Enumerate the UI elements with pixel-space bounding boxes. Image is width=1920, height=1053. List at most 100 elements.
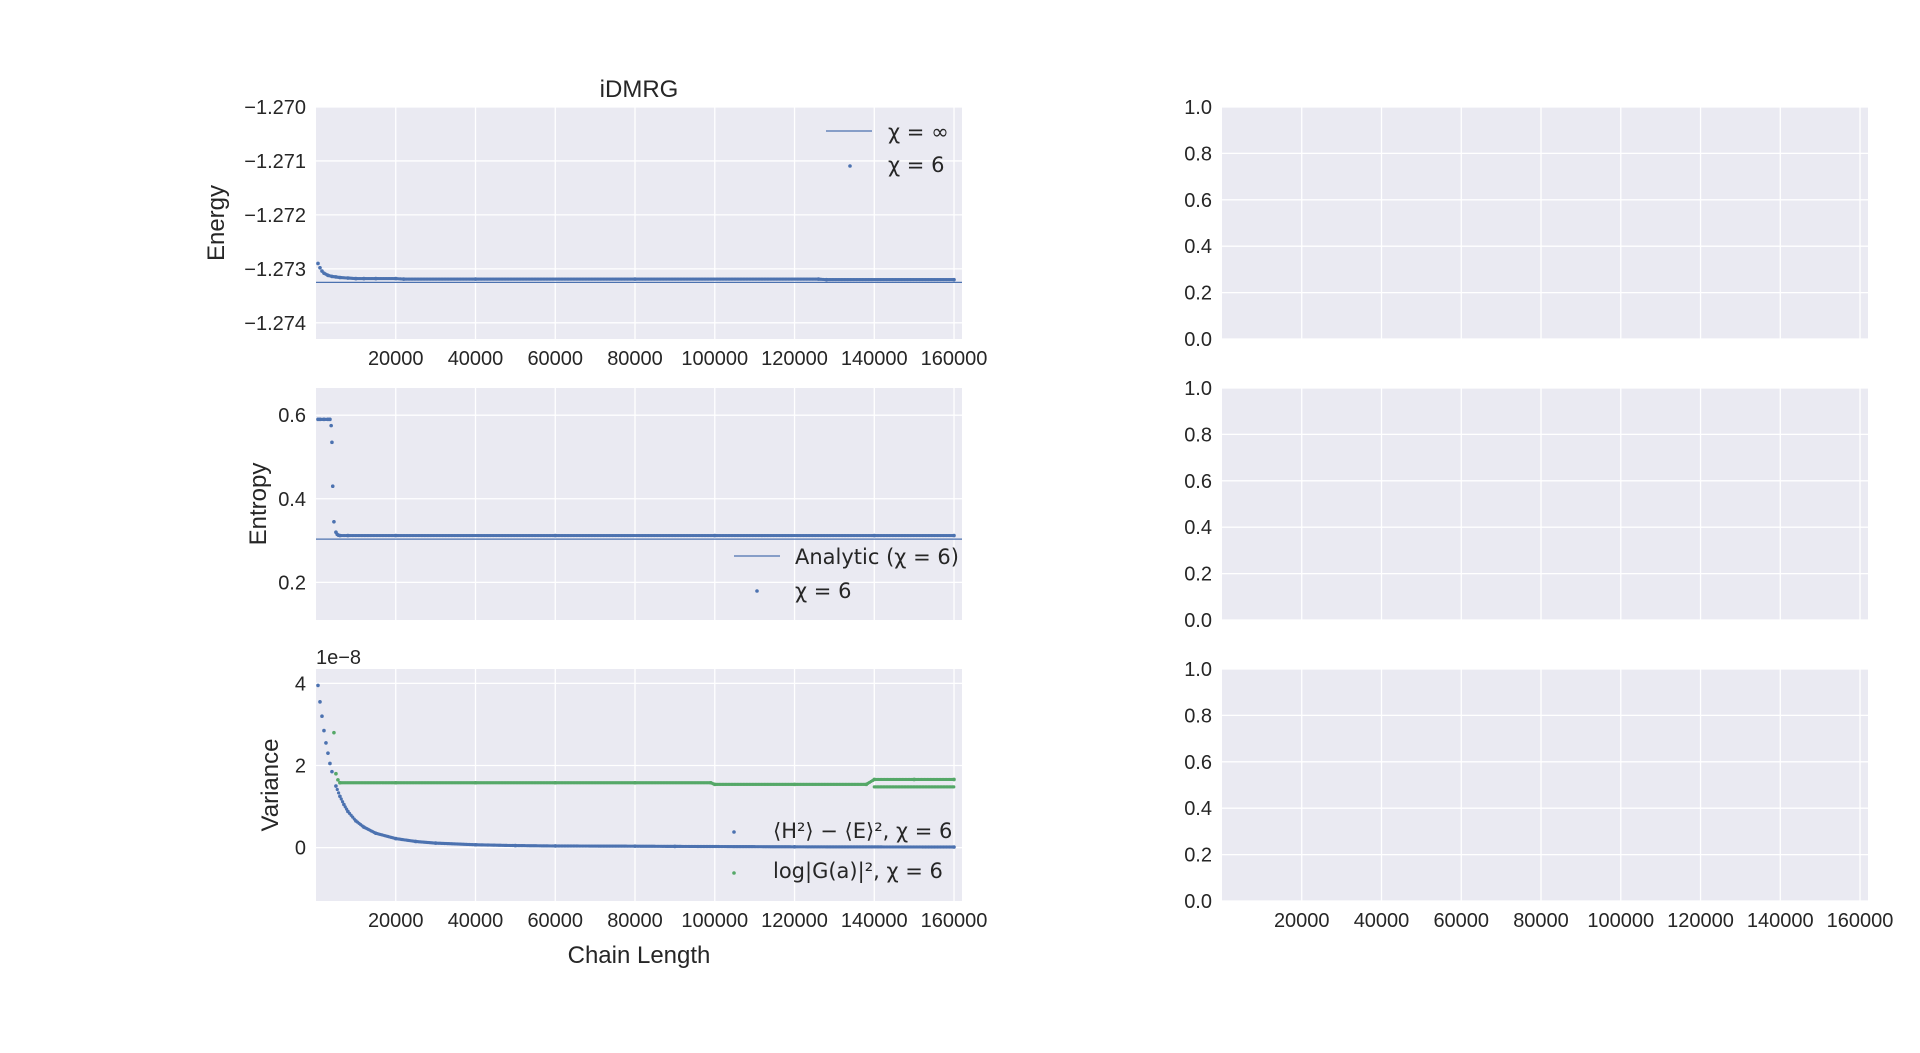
x-tick-label: 40000	[448, 910, 504, 932]
data-point	[332, 519, 336, 524]
legend-dot-swatch	[755, 589, 759, 593]
panel-1: −1.270 −1.271 −1.272 −1.273 −1.274 20000 40000…	[203, 76, 987, 370]
data-point	[393, 276, 398, 281]
data-point	[316, 683, 320, 688]
data-point	[342, 802, 346, 807]
x-tick-label: 140000	[841, 910, 908, 932]
data-point	[393, 533, 398, 538]
chart-title: iDMRG	[600, 76, 679, 103]
y-tick-label: 0.0	[1184, 610, 1212, 632]
x-tick-label: 60000	[1433, 910, 1489, 932]
data-point	[872, 533, 877, 538]
y-tick-label: 0.2	[1184, 283, 1212, 305]
data-point	[393, 780, 398, 785]
data-point	[322, 728, 326, 733]
data-point	[712, 533, 717, 538]
y-tick-label: 2	[295, 755, 306, 777]
x-tick-label: 140000	[841, 348, 908, 370]
data-point	[330, 769, 334, 774]
data-point	[952, 777, 956, 782]
data-point	[673, 844, 677, 849]
data-point	[346, 809, 350, 814]
data-point	[318, 700, 322, 704]
y-tick-label: −1.273	[244, 259, 306, 281]
data-point	[326, 273, 330, 278]
data-point	[336, 778, 340, 782]
y-tick-label: 4	[295, 673, 306, 695]
y-tick-label: −1.271	[244, 151, 306, 173]
marker-fill	[339, 797, 343, 801]
series-1	[316, 417, 956, 538]
marker-fill	[952, 785, 956, 789]
data-point	[553, 533, 558, 538]
data-point	[329, 423, 333, 428]
x-tick-label: 20000	[1274, 910, 1330, 932]
data-point	[346, 276, 350, 280]
data-point	[401, 277, 406, 281]
y-offset-text: 1e−8	[316, 647, 361, 669]
data-point	[553, 844, 558, 848]
data-point	[346, 533, 350, 538]
y-tick-label: 0.6	[1184, 752, 1212, 774]
data-point	[952, 533, 956, 538]
y-tick-label: 0.2	[278, 572, 306, 594]
y-tick-label: 1.0	[1184, 659, 1212, 681]
plot-area	[316, 107, 962, 339]
x-tick-label: 100000	[681, 348, 748, 370]
data-point	[513, 843, 518, 848]
x-tick-label: 80000	[1513, 910, 1569, 932]
y-tick-label: 0.4	[1184, 798, 1212, 820]
data-point	[708, 780, 713, 785]
y-tick-label: 0.0	[1184, 891, 1212, 913]
y-tick-label: 0.4	[1184, 236, 1212, 258]
y-tick-label: 0.4	[1184, 517, 1212, 539]
data-point	[792, 782, 797, 787]
x-tick-label: 60000	[527, 910, 583, 932]
legend: Analytic (χ = 6) χ = 6	[734, 545, 959, 603]
y-tick-label: 0	[295, 838, 306, 860]
y-tick-label: −1.270	[244, 97, 306, 119]
data-point	[633, 844, 637, 848]
data-point	[362, 276, 366, 281]
x-tick-label: 120000	[761, 910, 828, 932]
data-point	[374, 276, 378, 281]
x-tick-label: 100000	[1587, 910, 1654, 932]
y-tick-label: 0.8	[1184, 705, 1212, 727]
data-point	[326, 751, 330, 755]
y-tick-label: 0.6	[278, 405, 306, 427]
y-tick-label: −1.274	[244, 313, 306, 335]
data-point	[318, 265, 322, 270]
y-tick-label: 0.8	[1184, 143, 1212, 165]
data-point	[864, 782, 869, 787]
legend-label: ⟨H²⟩ − ⟨E⟩², χ = 6	[773, 819, 952, 843]
data-point	[393, 836, 398, 841]
y-tick-label: 0.2	[1184, 845, 1212, 867]
x-tick-label: 80000	[607, 348, 663, 370]
y-tick-label: 0.4	[278, 489, 306, 511]
y-tick-label: 0.0	[1184, 329, 1212, 351]
x-tick-label: 120000	[761, 348, 828, 370]
legend-dot-swatch	[848, 164, 852, 168]
data-point	[473, 780, 478, 785]
data-point	[334, 784, 338, 788]
data-point	[332, 730, 336, 735]
y-tick-label: 0.6	[1184, 190, 1212, 212]
y-tick-label: 0.8	[1184, 424, 1212, 446]
data-point	[322, 271, 326, 275]
data-point	[328, 761, 332, 766]
data-point	[413, 839, 418, 844]
marker-fill	[340, 800, 345, 804]
x-tick-label: 160000	[1827, 910, 1894, 932]
x-tick-label: 20000	[368, 348, 424, 370]
data-point	[633, 780, 637, 785]
data-point	[320, 714, 324, 719]
data-point	[330, 274, 334, 279]
legend-label: Analytic (χ = 6)	[795, 545, 959, 569]
y-tick-label: 1.0	[1184, 97, 1212, 119]
legend-dot-swatch	[732, 830, 736, 834]
data-point	[330, 484, 335, 489]
data-point	[633, 277, 637, 281]
data-point	[952, 277, 956, 282]
data-point	[318, 417, 322, 422]
